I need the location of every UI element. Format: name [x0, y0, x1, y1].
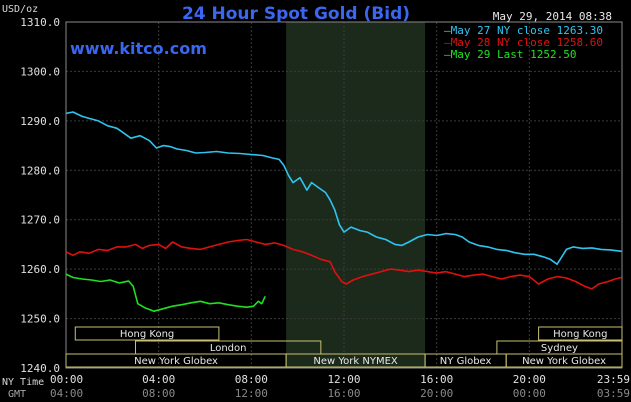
session-label: NY Globex [440, 356, 492, 367]
x-tick-label-ny: 23:59 [597, 373, 630, 386]
y-tick-label: 1260.0 [20, 263, 60, 276]
x-tick-label-ny: 12:00 [327, 373, 360, 386]
x-axis-label-ny: NY Time [2, 377, 44, 388]
session-box [538, 326, 623, 341]
x-tick-label-gmt: 03:59 [597, 387, 630, 400]
session-label: Sydney [541, 343, 578, 354]
x-tick-label-gmt: 20:00 [420, 387, 453, 400]
y-tick-label: 1290.0 [20, 115, 60, 128]
series-line-1 [65, 238, 622, 290]
y-tick-label: 1300.0 [20, 65, 60, 78]
price-series [65, 111, 622, 312]
watermark: www.kitco.com [70, 39, 207, 58]
series-line-0 [65, 111, 622, 265]
x-tick-label-ny: 04:00 [142, 373, 175, 386]
legend-entry: —May 28 NY close 1258.60 [444, 36, 603, 49]
session-label: New York Globex [522, 356, 606, 367]
y-axis-label: USD/oz [2, 4, 38, 15]
x-tick-label-gmt: 04:00 [50, 387, 83, 400]
nymex-session-highlight [286, 22, 426, 368]
y-tick-label: 1270.0 [20, 214, 60, 227]
y-tick-label: 1310.0 [20, 16, 60, 29]
x-axis-ticks: 00:0004:0004:0008:0008:0012:0012:0016:00… [50, 373, 630, 400]
chart-title: 24 Hour Spot Gold (Bid) [182, 4, 410, 24]
x-tick-label-ny: 08:00 [235, 373, 268, 386]
market-sessions: Hong Kong London New York Globex New York N… [65, 326, 623, 368]
x-tick-label-gmt: 08:00 [142, 387, 175, 400]
session-label: London [210, 343, 247, 354]
session-box [74, 326, 220, 341]
y-axis-ticks: 1240.0 1250.0 1260.0 1270.0 1280.0 1290.0 1300… [20, 16, 60, 375]
timestamp: May 29, 2014 08:38 [493, 10, 612, 23]
x-tick-label-gmt: 16:00 [327, 387, 360, 400]
x-tick-label-ny: 16:00 [420, 373, 453, 386]
y-tick-label: 1240.0 [20, 362, 60, 375]
y-tick-label: 1280.0 [20, 164, 60, 177]
session-label: Hong Kong [553, 329, 607, 340]
session-box [505, 353, 623, 368]
y-tick-label: 1250.0 [20, 313, 60, 326]
x-tick-label-ny: 00:00 [50, 373, 83, 386]
legend-entry: —May 27 NY close 1263.30 [444, 24, 603, 37]
session-label: New York Globex [134, 356, 218, 367]
series-line-2 [65, 273, 266, 312]
session-label: New York NYMEX [313, 356, 398, 367]
session-label: Hong Kong [120, 329, 174, 340]
plot-frame [65, 21, 623, 369]
legend-entry: —May 29 Last 1252.50 [444, 48, 576, 61]
x-tick-label-gmt: 00:00 [513, 387, 546, 400]
x-axis-label-gmt: GMT [8, 389, 26, 400]
legend: —May 27 NY close 1263.30—May 28 NY close… [444, 24, 603, 61]
x-tick-label-gmt: 12:00 [235, 387, 268, 400]
x-tick-label-ny: 20:00 [513, 373, 546, 386]
